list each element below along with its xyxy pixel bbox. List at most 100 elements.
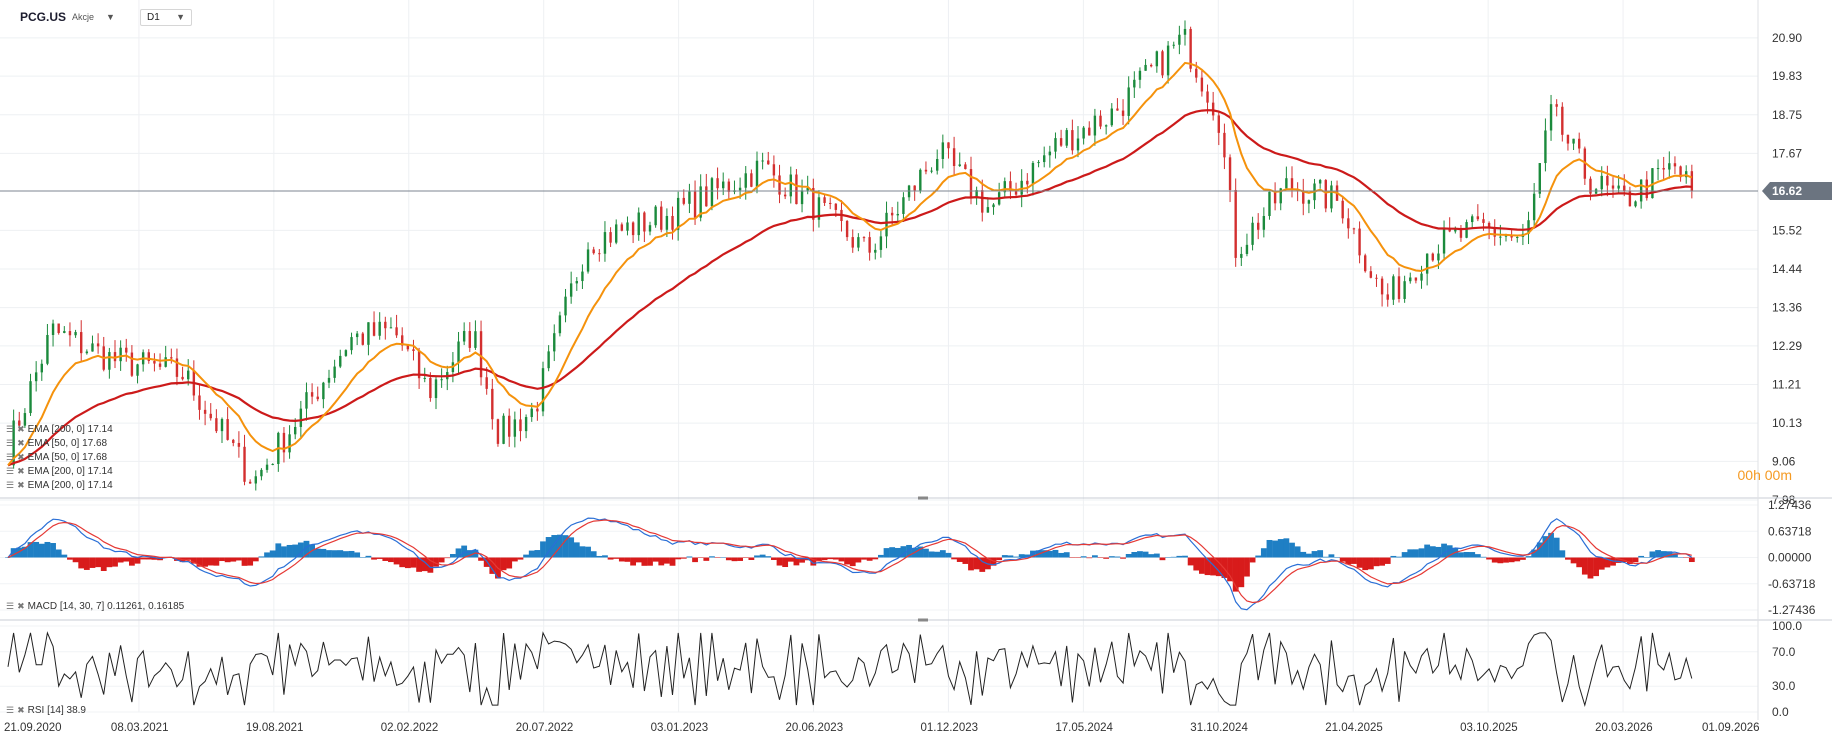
candle-body [924, 169, 928, 172]
candle-body [1482, 219, 1485, 223]
candle-body [496, 419, 500, 444]
menu-icon[interactable]: ☰ [6, 480, 15, 490]
close-icon[interactable]: ✖ [17, 480, 25, 490]
candle-body [130, 352, 134, 376]
close-icon[interactable]: ✖ [17, 705, 25, 715]
macd-histogram-bar [1390, 555, 1397, 558]
macd-histogram-bar [748, 557, 755, 560]
menu-icon[interactable]: ☰ [6, 705, 15, 715]
macd-histogram-bar [337, 550, 344, 558]
symbol-name[interactable]: PCG.US [20, 10, 67, 24]
indicator-legend-ema200-2[interactable]: ☰ ✖ EMA [200, 0] 17.14 [6, 466, 113, 477]
candle-body [1420, 273, 1423, 281]
macd-histogram-bar [720, 557, 727, 558]
candle-body [1082, 127, 1085, 139]
candle-body [1166, 45, 1170, 76]
close-icon[interactable]: ✖ [17, 601, 25, 611]
candle-body [1380, 278, 1384, 295]
candle-body [271, 463, 274, 465]
macd-histogram-bar [354, 552, 361, 558]
candle-body [333, 366, 336, 378]
candle-body [1392, 276, 1395, 300]
close-icon[interactable]: ✖ [17, 438, 25, 448]
current-price-tag [1762, 181, 1832, 200]
candle-body [248, 481, 252, 484]
candle-body [479, 331, 483, 378]
menu-icon[interactable]: ☰ [6, 601, 15, 611]
candle-body [29, 381, 32, 414]
candle-body [1634, 201, 1637, 207]
candle-body [547, 351, 550, 369]
candle-body [1606, 175, 1609, 186]
candle-body [378, 321, 381, 336]
macd-histogram-bar [314, 548, 321, 558]
candle-body [215, 418, 218, 432]
candle-body [170, 357, 173, 359]
macd-histogram-bar [1587, 557, 1594, 579]
indicator-legend-rsi[interactable]: ☰ ✖ RSI [14] 38.9 [6, 705, 86, 716]
macd-histogram-bar [528, 550, 535, 558]
candle-body [265, 464, 269, 470]
candle-body [1538, 163, 1541, 194]
candle-body [1442, 229, 1446, 254]
candle-body [1397, 276, 1401, 299]
close-icon[interactable]: ✖ [17, 452, 25, 462]
macd-histogram-bar [1153, 553, 1160, 558]
close-icon[interactable]: ✖ [17, 466, 25, 476]
indicator-legend-ema50-2[interactable]: ☰ ✖ EMA [50, 0] 17.68 [6, 452, 107, 463]
macd-histogram-bar [1672, 553, 1678, 558]
candle-body [716, 178, 719, 189]
candle-body [1341, 200, 1344, 219]
x-axis-tick-label: 02.02.2022 [381, 722, 439, 734]
macd-histogram-bar [213, 557, 220, 566]
macd-histogram-bar [1458, 552, 1464, 558]
macd-histogram-bar [235, 557, 242, 561]
indicator-legend-ema200-3[interactable]: ☰ ✖ EMA [200, 0] 17.14 [6, 480, 113, 491]
indicator-legend-macd[interactable]: ☰ ✖ MACD [14, 30, 7] 0.11261, 0.16185 [6, 601, 184, 612]
timeframe-select[interactable]: D1 ▼ [140, 9, 192, 26]
indicator-legend-ema200-1[interactable]: ☰ ✖ EMA [200, 0] 17.14 [6, 424, 113, 435]
menu-icon[interactable]: ☰ [6, 466, 15, 476]
x-axis-tick-label: 08.03.2021 [111, 722, 169, 734]
candle-body [564, 296, 567, 316]
macd-histogram-bar [692, 557, 698, 563]
macd-histogram-bar [1384, 557, 1391, 564]
macd-histogram-bar [658, 557, 665, 566]
indicator-legend-ema50-1[interactable]: ☰ ✖ EMA [50, 0] 17.68 [6, 438, 107, 449]
symbol-header[interactable]: PCG.US Akcje ▼ [20, 10, 115, 24]
candle-body [1493, 227, 1496, 237]
candle-body [429, 377, 432, 399]
macd-histogram-bar [196, 557, 203, 567]
candle-body [913, 185, 916, 191]
macd-histogram-bar [1345, 557, 1352, 565]
macd-histogram-bar [523, 554, 530, 558]
macd-histogram-bar [89, 557, 96, 568]
macd-histogram-bar [1559, 550, 1566, 558]
menu-icon[interactable]: ☰ [6, 452, 15, 462]
menu-icon[interactable]: ☰ [6, 438, 15, 448]
macd-histogram-bar [1210, 557, 1217, 576]
candle-body [705, 186, 708, 207]
candle-body [1352, 228, 1356, 230]
candle-body [1088, 127, 1091, 136]
close-icon[interactable]: ✖ [17, 424, 25, 434]
chevron-down-icon[interactable]: ▼ [106, 12, 115, 22]
macd-histogram-bar [1221, 557, 1228, 578]
macd-histogram-bar [1362, 557, 1369, 571]
candle-body [1668, 163, 1671, 170]
candle-body [890, 212, 894, 216]
macd-histogram-bar [1542, 536, 1549, 558]
macd-histogram-bar [1553, 537, 1560, 558]
macd-histogram-bar [1666, 551, 1673, 558]
candle-body [1454, 229, 1457, 232]
macd-histogram-bar [1170, 556, 1177, 558]
y-axis-tick-label: -0.63718 [1768, 577, 1816, 591]
ema-200-line [7, 109, 1692, 467]
macd-histogram-bar [1238, 557, 1245, 588]
candle-body [541, 368, 545, 412]
candle-body [1257, 222, 1260, 230]
candle-body [18, 420, 21, 426]
macd-histogram-bar [1688, 557, 1695, 563]
menu-icon[interactable]: ☰ [6, 424, 15, 434]
